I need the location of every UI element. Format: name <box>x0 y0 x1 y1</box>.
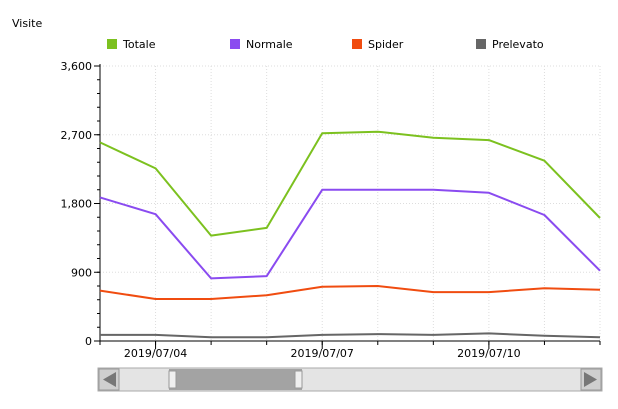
y-axis-title: Visite <box>12 17 43 30</box>
legend-item-spider: Spider <box>352 38 404 51</box>
legend-swatch <box>476 39 486 49</box>
legend-label: Prelevato <box>492 38 544 51</box>
legend-item-totale: Totale <box>107 38 156 51</box>
x-tick-label: 2019/07/10 <box>457 347 520 360</box>
scroll-right-button[interactable] <box>580 368 602 391</box>
legend-swatch <box>230 39 240 49</box>
series-line-normale <box>99 188 601 280</box>
scroll-left-button[interactable] <box>98 368 120 391</box>
grid <box>99 65 601 341</box>
legend-label: Totale <box>122 38 156 51</box>
y-tick-label: 2,700 <box>61 129 93 142</box>
series-line-totale <box>99 130 601 237</box>
legend-item-prelevato: Prelevato <box>476 38 544 51</box>
x-tick-label: 2019/07/07 <box>291 347 354 360</box>
legend-swatch <box>352 39 362 49</box>
series-group <box>99 130 601 339</box>
scroll-thumb-right-handle[interactable] <box>294 370 303 389</box>
x-axis: 2019/07/04 2019/07/07 2019/07/10 <box>99 340 601 360</box>
legend-label: Spider <box>368 38 404 51</box>
y-tick-label: 0 <box>85 335 92 348</box>
scroll-thumb-left-handle[interactable] <box>168 370 177 389</box>
legend-item-normale: Normale <box>230 38 293 51</box>
legend: Totale Normale Spider Prelevato <box>107 38 544 51</box>
scroll-thumb[interactable] <box>168 369 303 390</box>
y-tick-label: 900 <box>71 266 92 279</box>
arrow-left-icon <box>103 372 116 387</box>
range-scrollbar[interactable] <box>97 367 603 392</box>
arrow-right-icon <box>584 372 597 387</box>
y-axis: 0 900 1,800 2,700 3,600 <box>61 60 101 348</box>
series-line-spider <box>99 285 601 300</box>
legend-swatch <box>107 39 117 49</box>
series-line-prelevato <box>100 332 601 339</box>
y-tick-label: 3,600 <box>61 60 93 73</box>
x-tick-label: 2019/07/04 <box>124 347 187 360</box>
y-tick-label: 1,800 <box>61 198 93 211</box>
scroll-thumb-body[interactable] <box>169 369 302 390</box>
legend-label: Normale <box>246 38 293 51</box>
